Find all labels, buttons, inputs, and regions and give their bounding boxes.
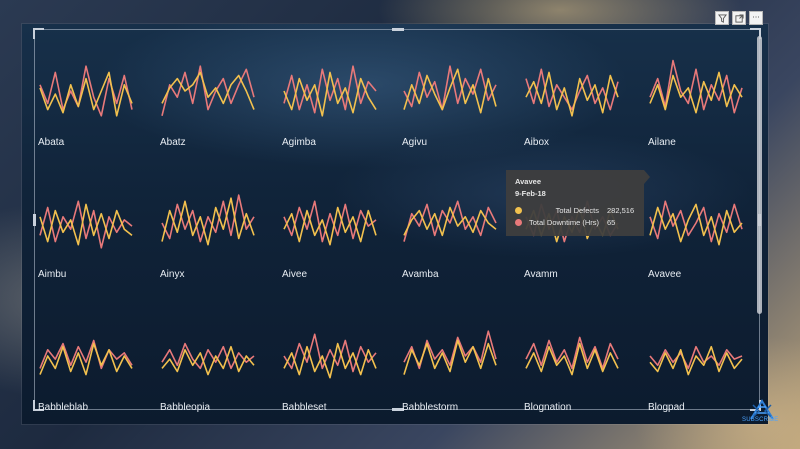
defects-line-ailane[interactable] xyxy=(649,71,743,114)
defects-line-aibox[interactable] xyxy=(525,71,619,117)
panel-title-blognation: Blognation xyxy=(524,402,572,413)
resize-handle-left[interactable] xyxy=(33,214,36,226)
defects-line-babbleblab[interactable] xyxy=(39,342,133,376)
tooltip-value: 65 xyxy=(607,217,616,227)
tooltip-date: 9-Feb-18 xyxy=(515,189,546,198)
downtime-line-babbleopia[interactable] xyxy=(161,342,255,370)
filter-icon[interactable] xyxy=(715,11,729,25)
panel-title-babbleset: Babbleset xyxy=(282,402,327,413)
downtime-line-abata[interactable] xyxy=(39,65,133,117)
downtime-line-aimbu[interactable] xyxy=(39,200,133,249)
panel-title-avamm: Avamm xyxy=(524,269,558,280)
panel-title-aivee: Aivee xyxy=(282,269,308,280)
downtime-legend-dot xyxy=(515,218,522,226)
resize-handle-bottom[interactable] xyxy=(392,408,404,411)
tooltip-label: Total Downtime (Hrs) xyxy=(528,217,599,227)
defects-line-agivu[interactable] xyxy=(403,68,497,114)
panel-title-babbleopia: Babbleopia xyxy=(160,402,211,413)
tooltip-row-downtime: Total Downtime (Hrs) 65 xyxy=(515,216,635,228)
defects-line-blognation[interactable] xyxy=(525,342,619,376)
defects-line-aivee[interactable] xyxy=(283,206,377,246)
more-options-icon[interactable]: ··· xyxy=(749,11,763,25)
panel-title-avamba: Avamba xyxy=(402,269,439,280)
enterprise-dna-logo-icon[interactable] xyxy=(745,393,779,427)
defects-legend-dot xyxy=(515,206,522,214)
downtime-line-ainyx[interactable] xyxy=(161,194,255,243)
defects-line-agimba[interactable] xyxy=(283,71,377,117)
panel-title-abata: Abata xyxy=(38,137,65,148)
panel-title-abatz: Abatz xyxy=(160,137,186,148)
resize-handle-bottom-left[interactable] xyxy=(33,400,44,411)
panel-title-avavee: Avavee xyxy=(648,269,682,280)
downtime-line-blogpad[interactable] xyxy=(649,345,743,370)
panel-title-ailane: Ailane xyxy=(648,137,676,148)
downtime-line-babbleblab[interactable] xyxy=(39,339,133,370)
defects-line-abatz[interactable] xyxy=(161,71,255,110)
downtime-line-avamba[interactable] xyxy=(403,200,497,242)
defects-line-blogpad[interactable] xyxy=(649,345,743,376)
focus-mode-icon[interactable] xyxy=(732,11,746,25)
resize-handle-top-right[interactable] xyxy=(750,28,761,39)
downtime-line-blognation[interactable] xyxy=(525,336,619,370)
panel-title-babblestorm: Babblestorm xyxy=(402,402,459,413)
resize-handle-top-left[interactable] xyxy=(33,28,44,39)
defects-line-babbleset[interactable] xyxy=(283,342,377,379)
defects-line-babblestorm[interactable] xyxy=(403,339,497,375)
tooltip-row-defects: Total Defects 282,516 xyxy=(515,204,635,216)
defects-line-babbleopia[interactable] xyxy=(161,345,255,376)
defects-line-avavee[interactable] xyxy=(649,203,743,246)
defects-line-abata[interactable] xyxy=(39,71,133,117)
tooltip-label: Total Defects xyxy=(555,205,599,215)
tooltip-arrow xyxy=(644,170,650,184)
panel-title-agimba: Agimba xyxy=(282,137,316,148)
panel-title-ainyx: Ainyx xyxy=(160,269,185,280)
tooltip-value: 282,516 xyxy=(607,205,635,215)
resize-handle-top[interactable] xyxy=(392,28,404,31)
defects-line-aimbu[interactable] xyxy=(39,203,133,246)
downtime-line-abatz[interactable] xyxy=(161,65,255,116)
tooltip-title: Avavee xyxy=(515,177,541,186)
downtime-line-avavee[interactable] xyxy=(649,200,743,243)
panel-title-blogpad: Blogpad xyxy=(648,402,685,413)
panel-title-aibox: Aibox xyxy=(524,137,550,148)
downtime-line-babbleset[interactable] xyxy=(283,333,377,373)
downtime-line-aibox[interactable] xyxy=(525,68,619,111)
chart-tooltip: Avavee 9-Feb-18 Total Defects 282,516 To… xyxy=(506,170,644,236)
downtime-line-agivu[interactable] xyxy=(403,65,497,111)
defects-line-ainyx[interactable] xyxy=(161,197,255,246)
defects-line-avamba[interactable] xyxy=(403,206,497,237)
panel-title-agivu: Agivu xyxy=(402,137,428,148)
subscribe-text[interactable]: SUBSCRIBE xyxy=(742,417,779,423)
downtime-line-babblestorm[interactable] xyxy=(403,330,497,370)
vertical-scrollbar[interactable] xyxy=(757,36,762,314)
panel-title-babbleblab: Babbleblab xyxy=(38,402,89,413)
downtime-line-agimba[interactable] xyxy=(283,65,377,114)
panel-title-aimbu: Aimbu xyxy=(38,269,67,280)
downtime-line-aivee[interactable] xyxy=(283,200,377,243)
visual-header-toolbar: ··· xyxy=(715,11,763,25)
